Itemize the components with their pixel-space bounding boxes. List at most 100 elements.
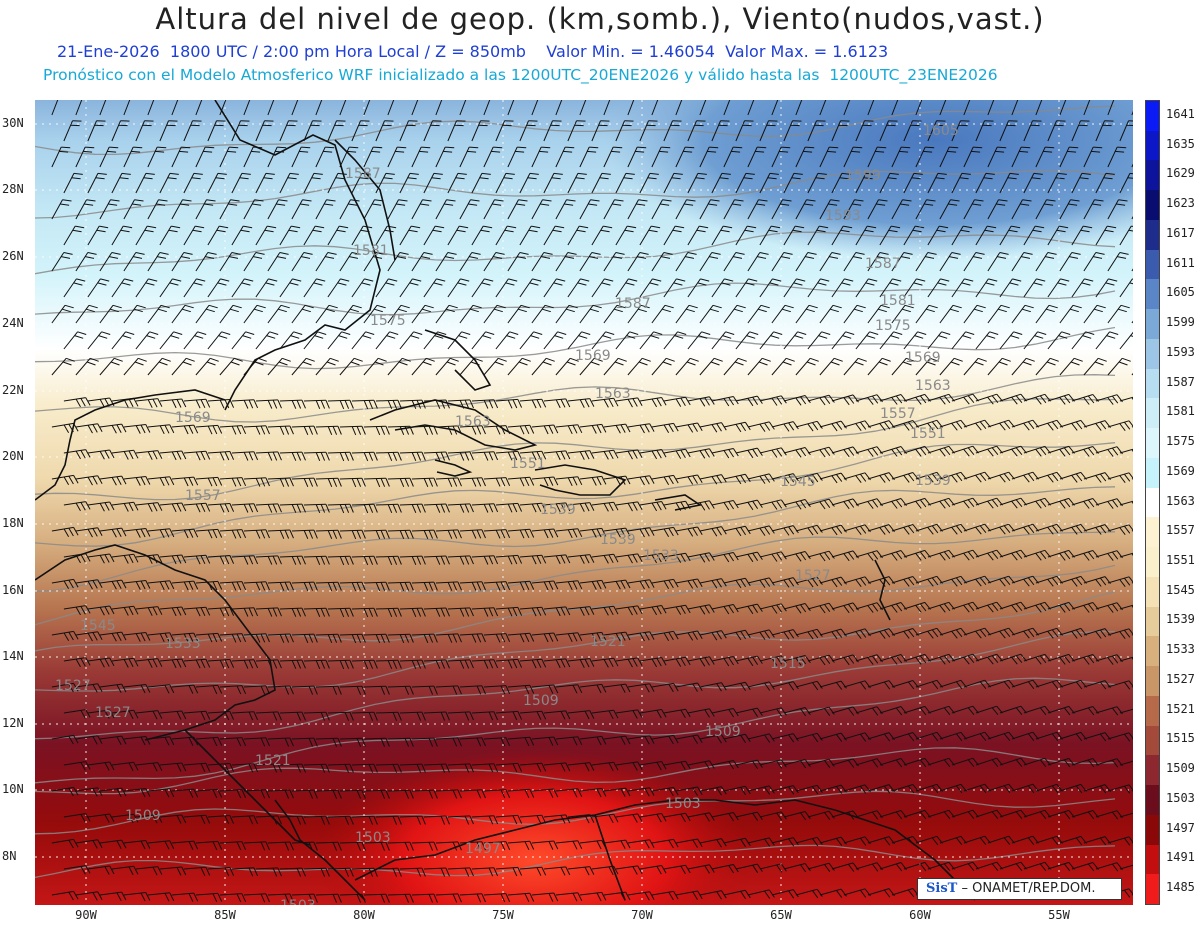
- color-scale-label-1533: 1533: [1166, 642, 1195, 657]
- contour-label-1509: 1509: [705, 724, 741, 740]
- lat-label-10N: 10N: [2, 782, 24, 796]
- contour-label-1545: 1545: [780, 474, 816, 490]
- contour-label-1527: 1527: [795, 568, 831, 584]
- color-scale-swatch: [1146, 279, 1159, 310]
- contour-label-1515: 1515: [770, 656, 806, 672]
- color-scale-label-1641: 1641: [1166, 106, 1195, 121]
- map-subtitle-model: Pronóstico con el Modelo Atmosferico WRF…: [43, 66, 998, 84]
- color-scale-label-1521: 1521: [1166, 701, 1195, 716]
- contour-label-1551: 1551: [510, 456, 546, 472]
- contour-label-1497: 1497: [465, 841, 501, 857]
- color-scale-swatch: [1146, 368, 1159, 399]
- color-scale-swatch: [1146, 576, 1159, 608]
- lat-label-22N: 22N: [2, 383, 24, 397]
- color-scale-swatch: [1146, 814, 1159, 845]
- contour-label-1527: 1527: [95, 705, 131, 721]
- lat-label-18N: 18N: [2, 516, 24, 530]
- color-scale-label-1509: 1509: [1166, 761, 1195, 776]
- contour-label-1563: 1563: [915, 378, 951, 394]
- lon-label-90W: 90W: [75, 908, 97, 922]
- lat-label-8N: 8N: [2, 849, 17, 863]
- color-scale-swatch: [1146, 219, 1159, 251]
- contour-label-1539: 1539: [540, 502, 576, 518]
- color-scale-swatch: [1146, 874, 1159, 905]
- lon-label-70W: 70W: [631, 908, 653, 922]
- contour-label-1593: 1593: [825, 208, 861, 224]
- lat-label-14N: 14N: [2, 649, 24, 663]
- map-canvas: 1605 1599 1593 1587 1587 1587 1581 1581 1575 1575…: [35, 100, 1133, 905]
- lat-label-20N: 20N: [2, 449, 24, 463]
- color-scale-swatch: [1146, 695, 1159, 727]
- color-scale-label-1629: 1629: [1166, 166, 1195, 181]
- contour-label-1557: 1557: [185, 488, 221, 504]
- lat-label-28N: 28N: [2, 182, 24, 196]
- color-scale-swatch: [1146, 547, 1159, 578]
- credit-text: – ONAMET/REP.DOM.: [961, 881, 1096, 896]
- color-scale-label-1563: 1563: [1166, 493, 1195, 508]
- contour-label-1539: 1539: [915, 473, 951, 489]
- lon-label-75W: 75W: [492, 908, 514, 922]
- contour-label-1509: 1509: [125, 808, 161, 824]
- color-scale-label-1605: 1605: [1166, 285, 1195, 300]
- color-scale-swatch: [1146, 636, 1159, 667]
- contour-label-1533: 1533: [643, 548, 679, 564]
- map-subtitle-time: 21-Ene-2026 1800 UTC / 2:00 pm Hora Loca…: [57, 42, 889, 61]
- high-height-area: [605, 100, 1133, 260]
- color-scale-swatch: [1146, 844, 1159, 875]
- color-scale-label-1515: 1515: [1166, 731, 1195, 746]
- lon-label-60W: 60W: [909, 908, 931, 922]
- contour-label-1521: 1521: [590, 634, 626, 650]
- color-scale-label-1497: 1497: [1166, 820, 1195, 835]
- color-scale-label-1623: 1623: [1166, 196, 1195, 211]
- lat-label-16N: 16N: [2, 583, 24, 597]
- color-scale-swatch: [1146, 517, 1159, 548]
- color-scale-label-1545: 1545: [1166, 582, 1195, 597]
- coastlines: [35, 100, 976, 901]
- contour-label-1563: 1563: [455, 414, 491, 430]
- color-scale-swatch: [1146, 309, 1159, 340]
- color-scale-label-1587: 1587: [1166, 374, 1195, 389]
- lon-label-80W: 80W: [353, 908, 375, 922]
- contour-label-1563: 1563: [595, 386, 631, 402]
- color-scale-label-1557: 1557: [1166, 523, 1195, 538]
- color-scale-swatch: [1146, 755, 1159, 786]
- color-scale-swatch: [1146, 160, 1159, 191]
- lat-label-26N: 26N: [2, 249, 24, 263]
- contour-label-1503: 1503: [355, 830, 391, 846]
- color-scale-label-1503: 1503: [1166, 790, 1195, 805]
- contour-label-1533: 1533: [165, 636, 201, 652]
- color-scale-label-1611: 1611: [1166, 255, 1195, 270]
- color-scale-swatch: [1146, 190, 1159, 221]
- contour-label-1575: 1575: [875, 318, 911, 334]
- map-panel: 1605 1599 1593 1587 1587 1587 1581 1581 1575 1575…: [35, 100, 1133, 905]
- contour-label-1581: 1581: [880, 293, 916, 309]
- color-scale-swatch: [1146, 130, 1159, 161]
- color-scale-label-1575: 1575: [1166, 434, 1195, 449]
- color-scale-swatch: [1146, 487, 1159, 518]
- lat-label-30N: 30N: [2, 116, 24, 130]
- color-scale-label-1527: 1527: [1166, 671, 1195, 686]
- contour-label-layer: 1605 1599 1593 1587 1587 1587 1581 1581 1575 1575…: [55, 123, 959, 905]
- color-scale-swatch: [1146, 101, 1159, 132]
- color-scale-label-1569: 1569: [1166, 463, 1195, 478]
- contour-label-1503: 1503: [280, 898, 316, 905]
- color-scale-label-1635: 1635: [1166, 136, 1195, 151]
- contour-label-1575: 1575: [370, 313, 406, 329]
- color-scale-swatch: [1146, 666, 1159, 697]
- color-scale-bar: [1145, 100, 1160, 905]
- lat-label-24N: 24N: [2, 316, 24, 330]
- lon-label-55W: 55W: [1048, 908, 1070, 922]
- color-scale-swatch: [1146, 725, 1159, 756]
- contour-label-1605: 1605: [923, 123, 959, 139]
- contour-label-1569: 1569: [905, 350, 941, 366]
- contour-label-1545: 1545: [80, 618, 116, 634]
- color-scale-swatch: [1146, 249, 1159, 280]
- contour-label-1509: 1509: [523, 693, 559, 709]
- contour-label-1587: 1587: [345, 166, 381, 182]
- color-scale-swatch: [1146, 457, 1159, 489]
- credit-box: SisT – ONAMET/REP.DOM.: [917, 878, 1122, 900]
- color-scale-label-1485: 1485: [1166, 880, 1195, 895]
- color-scale-label-1593: 1593: [1166, 344, 1195, 359]
- contour-label-1539: 1539: [600, 532, 636, 548]
- map-title: Altura del nivel de geop. (km,somb.), Vi…: [155, 2, 1045, 36]
